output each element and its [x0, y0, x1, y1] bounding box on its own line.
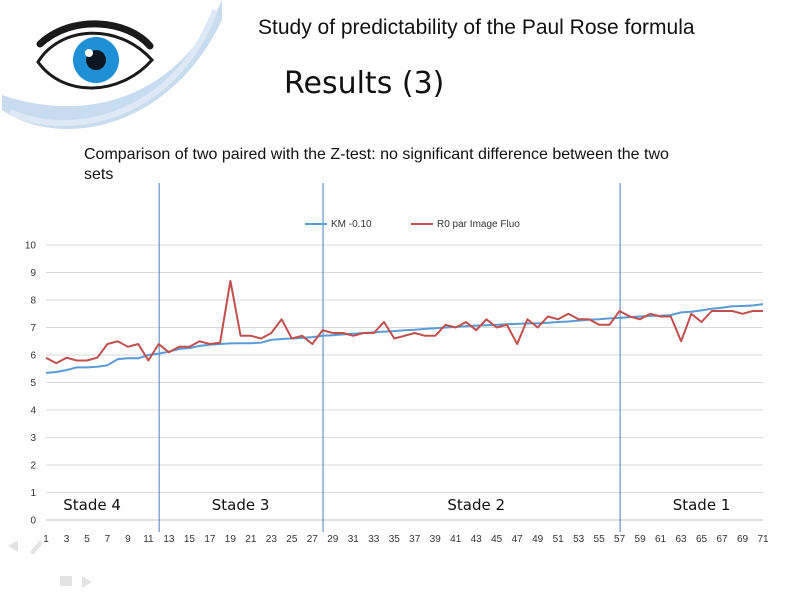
slide-nav-controls — [8, 540, 92, 588]
x-tick-label: 39 — [430, 534, 442, 545]
header-title: Study of predictability of the Paul Rose… — [258, 16, 695, 39]
nav-menu-icon[interactable] — [60, 576, 72, 586]
stage-label: Stade 2 — [447, 496, 505, 514]
nav-pen-icon[interactable] — [30, 540, 43, 555]
x-tick-label: 41 — [450, 534, 462, 545]
y-tick-label: 9 — [30, 268, 36, 279]
x-tick-label: 63 — [675, 534, 687, 545]
x-tick-label: 69 — [737, 534, 749, 545]
x-tick-label: 23 — [266, 534, 278, 545]
x-tick-label: 5 — [84, 534, 90, 545]
nav-prev-icon[interactable] — [8, 540, 18, 552]
x-tick-label: 7 — [105, 534, 111, 545]
eye-logo-icon — [36, 20, 155, 90]
x-tick-label: 19 — [225, 534, 237, 545]
y-tick-label: 10 — [25, 241, 37, 252]
x-tick-label: 15 — [184, 534, 196, 545]
series-line — [45, 279, 763, 365]
x-tick-label: 67 — [716, 534, 728, 545]
x-tick-label: 13 — [163, 534, 175, 545]
y-tick-label: 7 — [30, 323, 36, 334]
x-tick-label: 55 — [594, 534, 606, 545]
x-tick-label: 17 — [204, 534, 216, 545]
legend-entry: R0 par Image Fluo — [437, 219, 520, 230]
y-tick-label: 0 — [30, 516, 36, 527]
series-lines — [45, 279, 764, 374]
x-tick-label: 11 — [143, 534, 154, 545]
x-tick-label: 29 — [327, 534, 339, 545]
x-tick-label: 31 — [348, 534, 360, 545]
x-tick-label: 45 — [491, 534, 503, 545]
x-tick-label: 25 — [286, 534, 298, 545]
comparison-text: Comparison of two paired with the Z-test… — [84, 146, 669, 183]
x-tick-label: 43 — [471, 534, 483, 545]
legend-entry: KM -0.10 — [331, 219, 372, 230]
y-tick-label: 3 — [30, 433, 36, 444]
x-tick-label: 49 — [532, 534, 544, 545]
grid-lines — [46, 244, 763, 521]
x-tick-label: 27 — [307, 534, 319, 545]
x-tick-label: 3 — [64, 534, 70, 545]
y-tick-label: 2 — [30, 461, 36, 472]
y-tick-label: 8 — [30, 296, 36, 307]
x-tick-label: 35 — [389, 534, 401, 545]
x-tick-label: 57 — [614, 534, 626, 545]
x-tick-label: 53 — [573, 534, 585, 545]
x-tick-label: 1 — [43, 534, 49, 545]
slide-subtitle: Results (3) — [284, 66, 445, 101]
x-tick-label: 71 — [757, 534, 769, 545]
y-tick-label: 1 — [30, 488, 36, 499]
x-tick-label: 37 — [409, 534, 421, 545]
x-tick-label: 51 — [553, 534, 565, 545]
stage-label: Stade 4 — [63, 496, 121, 514]
stage-label: Stade 1 — [673, 496, 731, 514]
x-tick-label: 59 — [635, 534, 647, 545]
chart-legend: KM -0.10 R0 par Image Fluo — [305, 219, 520, 230]
y-tick-label: 4 — [30, 406, 36, 417]
x-tick-label: 47 — [512, 534, 524, 545]
stage-label: Stade 3 — [212, 496, 270, 514]
x-tick-label: 61 — [655, 534, 667, 545]
x-tick-label: 65 — [696, 534, 708, 545]
y-tick-label: 5 — [30, 378, 36, 389]
stage-labels: Stade 4 Stade 3 Stade 2 Stade 1 — [63, 496, 730, 514]
logo — [2, 0, 222, 130]
nav-next-icon[interactable] — [82, 576, 92, 588]
series-line — [45, 303, 764, 374]
x-tick-label: 21 — [245, 534, 257, 545]
x-tick-label: 33 — [368, 534, 380, 545]
y-tick-label: 6 — [30, 351, 36, 362]
x-tick-label: 9 — [125, 534, 131, 545]
stage-dividers — [158, 183, 621, 532]
